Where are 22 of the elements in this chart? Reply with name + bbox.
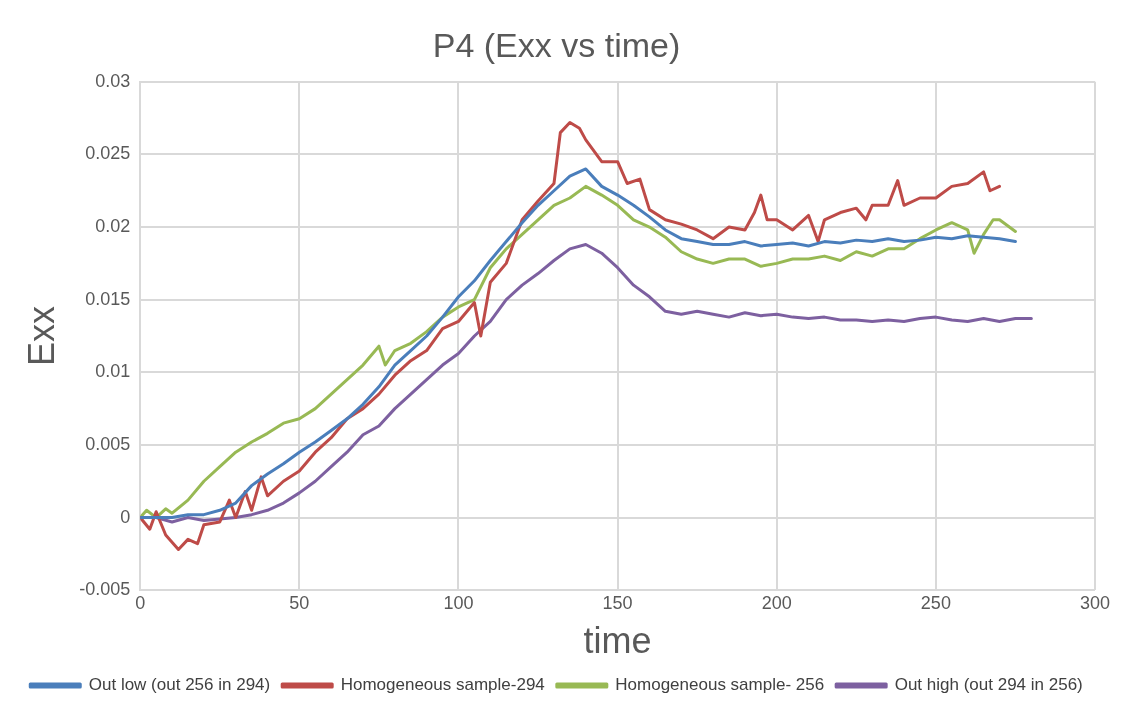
- y-tick-label: 0.025: [85, 143, 131, 164]
- x-tick-label: 150: [602, 592, 633, 613]
- y-tick-label: -0.005: [79, 579, 131, 600]
- y-tick-label: 0.015: [85, 288, 131, 309]
- y-axis-title: Exx: [20, 305, 62, 367]
- legend-label: Out high (out 294 in 256): [894, 675, 1083, 695]
- y-tick-label: 0: [120, 506, 131, 527]
- y-tick-label: 0.03: [95, 70, 131, 91]
- x-tick-label: 200: [761, 592, 792, 613]
- legend-label: Out low (out 256 in 294): [88, 675, 271, 695]
- x-axis-title: time: [583, 620, 652, 662]
- x-tick-label: 50: [289, 592, 310, 613]
- chart-title: P4 (Exx vs time): [432, 25, 681, 64]
- x-tick-label: 100: [443, 592, 474, 613]
- x-tick-label: 300: [1079, 592, 1111, 613]
- y-tick-label: 0.02: [95, 216, 131, 237]
- x-tick-label: 0: [135, 592, 146, 613]
- y-tick-label: 0.005: [85, 433, 131, 454]
- legend-label: Homogeneous sample- 256: [615, 675, 825, 695]
- y-tick-label: 0.01: [95, 361, 131, 382]
- x-tick-label: 250: [920, 592, 951, 613]
- legend-label: Homogeneous sample-294: [340, 675, 545, 695]
